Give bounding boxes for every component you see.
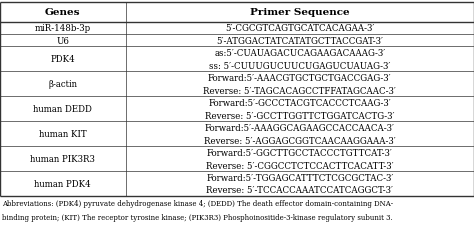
- Text: 5′-CGCGTCAGTGCATCACAGAA-3′: 5′-CGCGTCAGTGCATCACAGAA-3′: [225, 24, 374, 33]
- Text: Abbreviations: (PDK4) pyruvate dehydrogenase kinase 4; (DEDD) The death effector: Abbreviations: (PDK4) pyruvate dehydroge…: [2, 199, 393, 207]
- Text: Forward:5′-TGGAGCATTTCTCGCGCTAC-3′: Forward:5′-TGGAGCATTTCTCGCGCTAC-3′: [206, 173, 393, 182]
- Text: Reverse: 5′-TCCACCAAATCCATCAGGCT-3′: Reverse: 5′-TCCACCAAATCCATCAGGCT-3′: [206, 186, 393, 195]
- Text: Reverse: 5′-CGGCCTCTCCACTTCACATT-3′: Reverse: 5′-CGGCCTCTCCACTTCACATT-3′: [206, 161, 393, 170]
- Text: human PDK4: human PDK4: [35, 179, 91, 188]
- Text: miR-148b-3p: miR-148b-3p: [35, 24, 91, 33]
- Text: Primer Sequence: Primer Sequence: [250, 9, 350, 17]
- Text: β-actin: β-actin: [48, 80, 77, 89]
- Text: Forward:5′-GGCTTGCCTACCCTGTTCAT-3′: Forward:5′-GGCTTGCCTACCCTGTTCAT-3′: [207, 148, 393, 157]
- Text: human PIK3R3: human PIK3R3: [30, 155, 95, 164]
- Text: ss: 5′-CUUUGUCUUCUGAGUCUAUAG-3′: ss: 5′-CUUUGUCUUCUGAGUCUAUAG-3′: [209, 61, 391, 70]
- Text: Reverse: 5′-TAGCACAGCCTFFATAGCAAC-3′: Reverse: 5′-TAGCACAGCCTFFATAGCAAC-3′: [203, 86, 396, 95]
- Text: human KIT: human KIT: [39, 130, 87, 139]
- Text: Reverse: 5′-AGGAGCGGTCAACAAGGAAA-3′: Reverse: 5′-AGGAGCGGTCAACAAGGAAA-3′: [204, 136, 396, 145]
- Text: human DEDD: human DEDD: [33, 105, 92, 114]
- Text: Forward:5′-GCCCTACGTCACCCTCAAG-3′: Forward:5′-GCCCTACGTCACCCTCAAG-3′: [209, 99, 391, 108]
- Text: U6: U6: [56, 36, 69, 46]
- Text: Reverse: 5′-GCCTTGGTTCTGGATCACTG-3′: Reverse: 5′-GCCTTGGTTCTGGATCACTG-3′: [205, 111, 394, 120]
- Text: PDK4: PDK4: [51, 55, 75, 64]
- Text: 5′-ATGGACTATCATATGCTTACCGAT-3′: 5′-ATGGACTATCATATGCTTACCGAT-3′: [216, 36, 383, 46]
- Text: Forward:5′-AAAGGCAGAAGCCACCAACA-3′: Forward:5′-AAAGGCAGAAGCCACCAACA-3′: [205, 124, 395, 133]
- Text: binding protein; (KIT) The receptor tyrosine kinase; (PIK3R3) Phosphoinositide-3: binding protein; (KIT) The receptor tyro…: [2, 213, 393, 221]
- Text: as:5′-CUAUAGACUCAGAAGACAAAG-3′: as:5′-CUAUAGACUCAGAAGACAAAG-3′: [214, 49, 385, 58]
- Text: Genes: Genes: [45, 9, 81, 17]
- Text: Forward:5′-AAACGTGCTGCTGACCGAG-3′: Forward:5′-AAACGTGCTGCTGACCGAG-3′: [208, 74, 392, 83]
